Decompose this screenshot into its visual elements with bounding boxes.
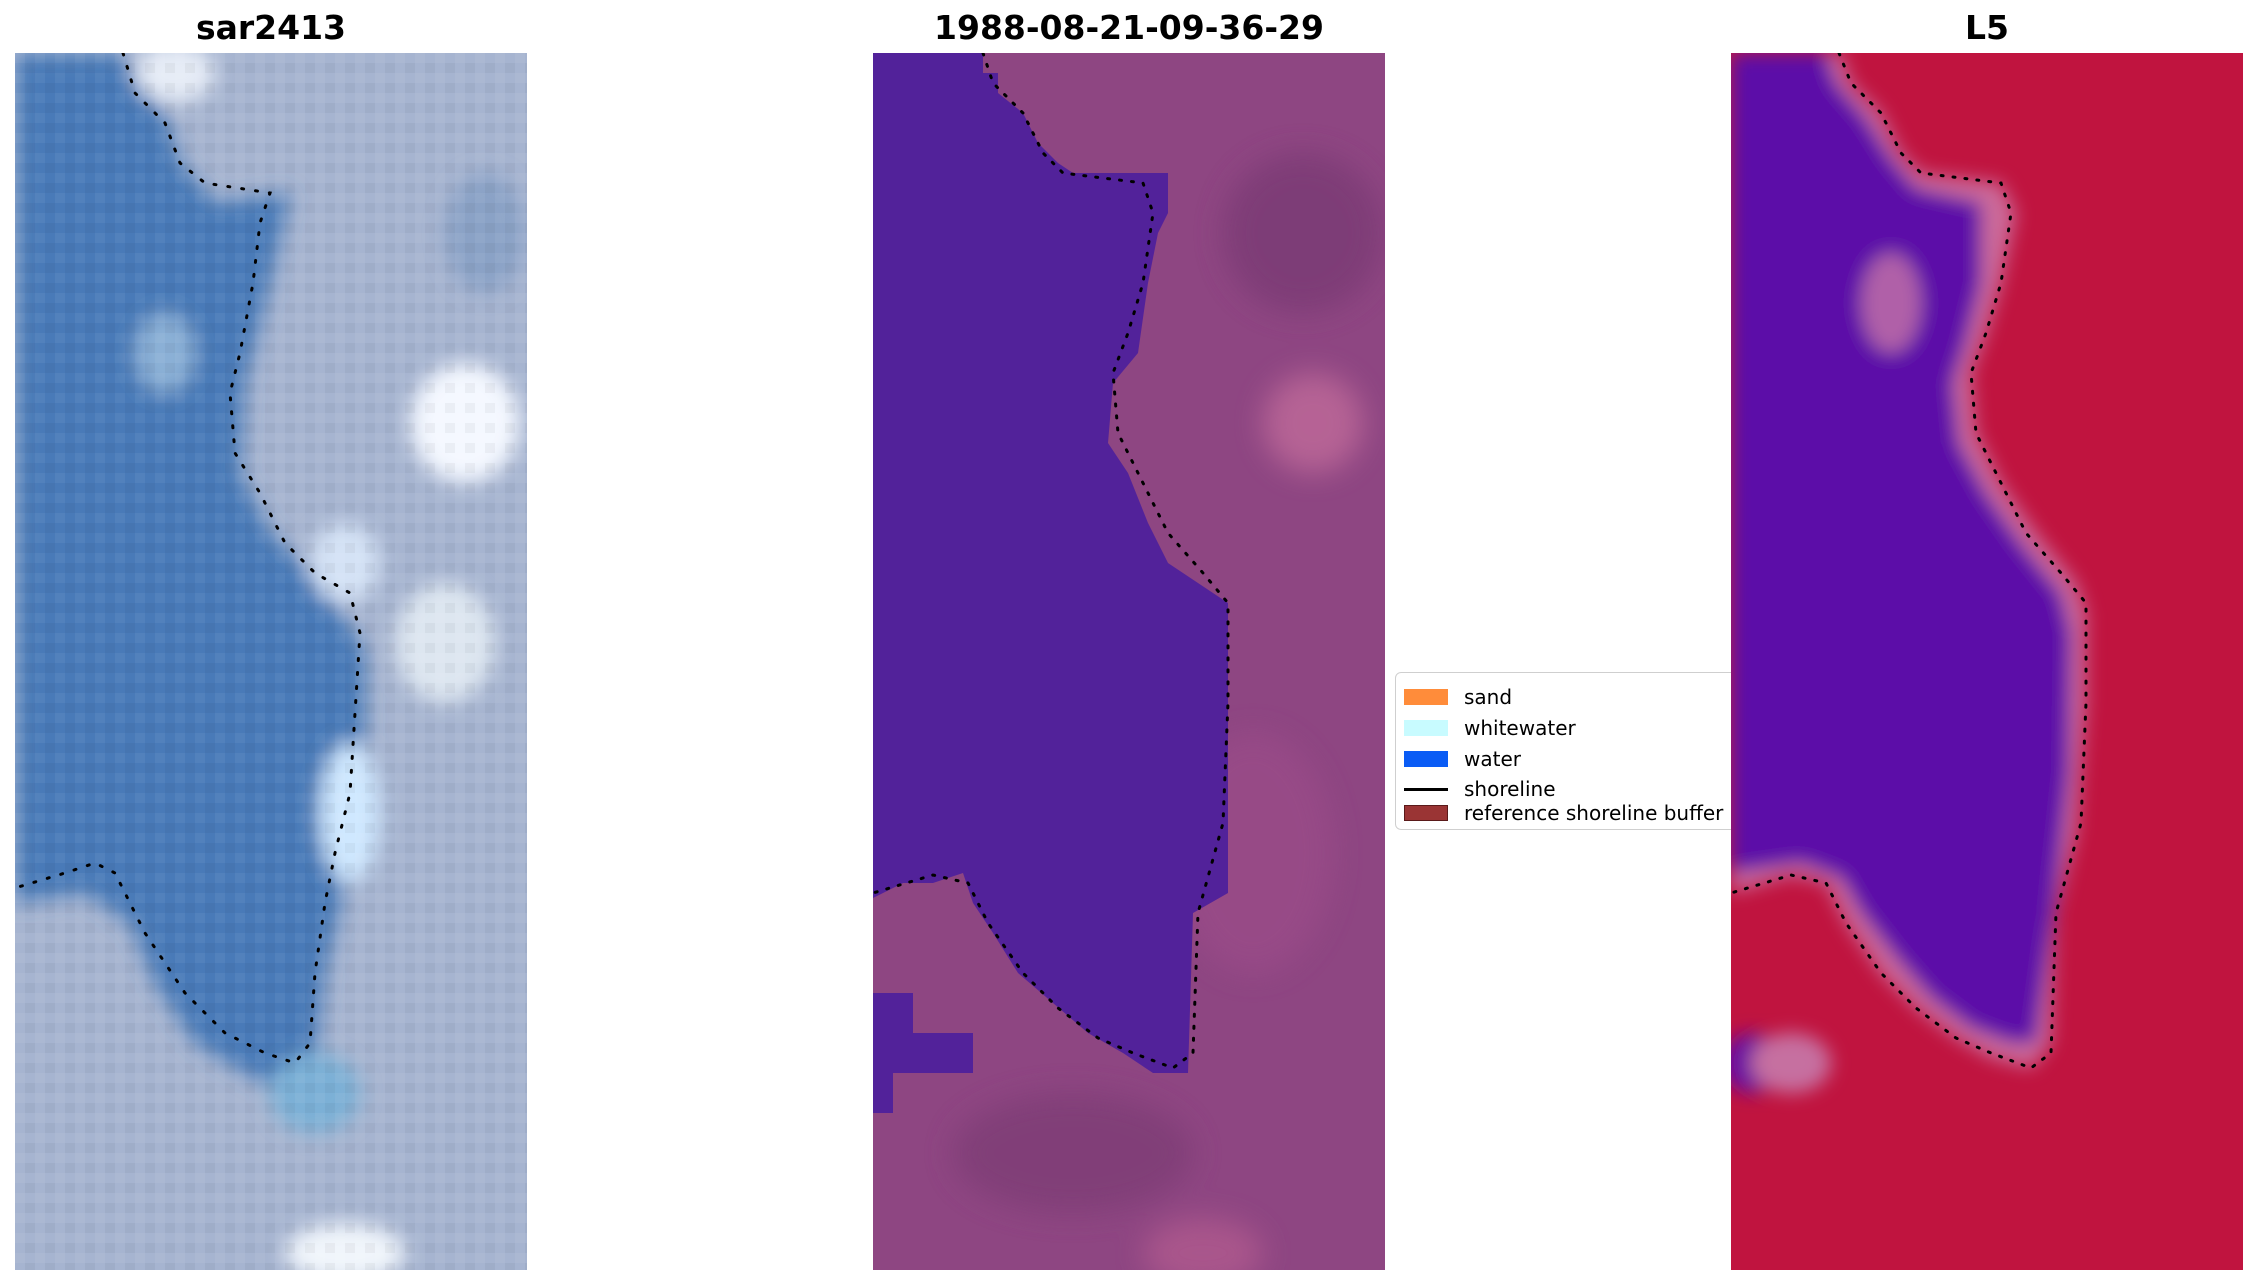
whitewater-swatch — [1404, 720, 1448, 736]
buffer-swatch — [1404, 805, 1448, 821]
legend-item-water: water — [1404, 747, 1521, 771]
index-map-panel — [1731, 53, 2243, 1270]
legend-label-sand: sand — [1464, 685, 1513, 709]
panel-title-l5: L5 — [1965, 8, 2009, 47]
classified-image — [873, 53, 1385, 1270]
sand-swatch — [1404, 689, 1448, 705]
water-swatch — [1404, 751, 1448, 767]
legend-label-buffer: reference shoreline buffer — [1464, 801, 1724, 825]
legend: sand whitewater water shoreline referenc… — [1395, 672, 1759, 830]
satellite-image — [15, 53, 527, 1270]
panel-title-date: 1988-08-21-09-36-29 — [934, 8, 1324, 47]
index-map-image — [1731, 53, 2243, 1270]
classified-image-panel — [873, 53, 1385, 1270]
legend-label-whitewater: whitewater — [1464, 716, 1576, 740]
shoreline-1 — [15, 53, 362, 1065]
legend-item-reference-shoreline-buffer: reference shoreline buffer — [1404, 801, 1723, 825]
water-class — [873, 53, 1228, 1113]
legend-label-water: water — [1464, 747, 1521, 771]
panel-title-sar2413: sar2413 — [195, 8, 347, 47]
satellite-image-panel — [15, 53, 527, 1270]
legend-item-shoreline: shoreline — [1404, 777, 1556, 801]
legend-item-sand: sand — [1404, 685, 1512, 709]
legend-item-whitewater: whitewater — [1404, 716, 1576, 740]
legend-label-shoreline: shoreline — [1464, 777, 1556, 801]
shoreline-line-swatch — [1404, 787, 1448, 791]
shoreline-2 — [873, 53, 1230, 1070]
